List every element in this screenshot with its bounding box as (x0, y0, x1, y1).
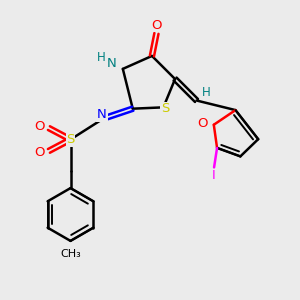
Text: CH₃: CH₃ (60, 249, 81, 260)
Text: O: O (151, 19, 162, 32)
Text: O: O (197, 117, 208, 130)
Text: S: S (161, 102, 169, 115)
Text: O: O (35, 120, 45, 133)
Text: N: N (97, 108, 107, 122)
Text: H: H (97, 51, 106, 64)
Text: S: S (66, 133, 75, 146)
Text: H: H (202, 85, 211, 99)
Text: I: I (212, 169, 216, 182)
Text: N: N (106, 57, 116, 70)
Text: O: O (35, 146, 45, 159)
